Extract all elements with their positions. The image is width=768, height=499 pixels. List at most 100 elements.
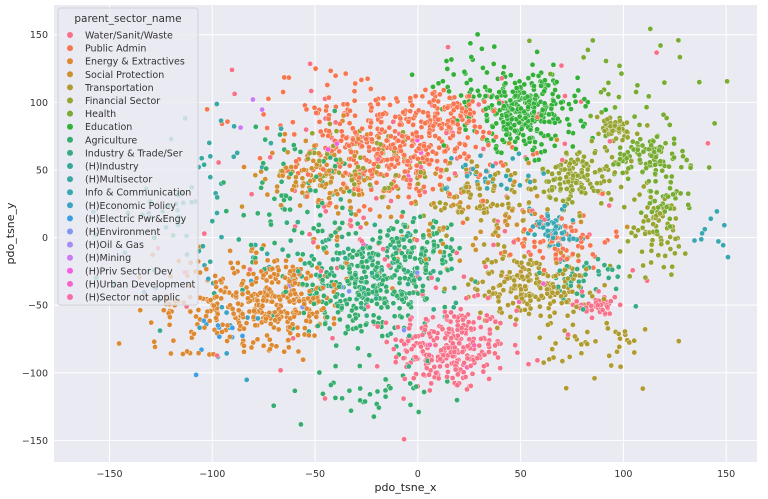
scatter-point — [454, 397, 460, 403]
scatter-point — [422, 120, 429, 126]
scatter-point — [300, 310, 307, 316]
scatter-point — [393, 235, 400, 242]
scatter-point — [367, 181, 373, 188]
scatter-point — [180, 351, 186, 357]
scatter-point — [307, 178, 314, 184]
legend-marker — [67, 45, 73, 52]
legend-entry: Energy & Extractives — [85, 57, 185, 68]
scatter-point — [454, 322, 461, 329]
scatter-point — [486, 270, 492, 277]
scatter-point — [332, 363, 339, 369]
scatter-point — [470, 319, 477, 326]
scatter-point — [465, 204, 472, 210]
scatter-point — [526, 38, 533, 44]
scatter-point — [491, 43, 498, 50]
scatter-point — [439, 326, 446, 332]
scatter-point — [430, 314, 436, 321]
scatter-point — [532, 210, 538, 217]
scatter-point — [622, 328, 628, 335]
scatter-point — [201, 230, 208, 237]
scatter-point — [490, 61, 497, 67]
y-tick-label: −50 — [28, 301, 48, 312]
scatter-point — [344, 323, 351, 330]
scatter-point — [357, 323, 364, 329]
scatter-point — [501, 103, 507, 109]
scatter-point — [384, 304, 391, 310]
scatter-point — [409, 102, 416, 109]
scatter-point — [336, 283, 342, 290]
scatter-point — [240, 212, 247, 218]
scatter-point — [570, 321, 576, 328]
scatter-point — [379, 126, 385, 133]
scatter-point — [560, 236, 567, 242]
scatter-point — [648, 188, 654, 195]
scatter-point — [421, 143, 427, 149]
scatter-point — [520, 209, 527, 215]
scatter-point — [348, 407, 354, 414]
scatter-point — [437, 249, 444, 255]
scatter-point — [440, 241, 446, 247]
scatter-point — [446, 325, 452, 332]
scatter-point — [443, 166, 450, 173]
scatter-point — [468, 86, 475, 93]
scatter-point — [497, 282, 504, 288]
scatter-point — [553, 79, 560, 85]
scatter-point — [422, 87, 429, 93]
scatter-point — [572, 272, 578, 279]
scatter-point — [493, 120, 500, 127]
scatter-point — [307, 187, 314, 193]
scatter-point — [613, 228, 620, 235]
scatter-point — [667, 179, 674, 185]
scatter-point — [324, 82, 331, 88]
scatter-point — [708, 215, 714, 222]
scatter-point — [263, 277, 270, 284]
scatter-point — [670, 191, 676, 198]
scatter-point — [287, 195, 293, 202]
scatter-point — [633, 89, 639, 95]
scatter-point — [326, 271, 333, 278]
scatter-point — [529, 61, 536, 68]
scatter-point — [358, 300, 364, 307]
scatter-point — [407, 177, 414, 183]
scatter-point — [268, 221, 274, 228]
scatter-point — [534, 357, 541, 364]
scatter-point — [272, 317, 278, 324]
scatter-point — [520, 243, 527, 250]
legend-entry: (H)Priv Sector Dev — [85, 266, 173, 277]
scatter-point — [339, 204, 346, 211]
scatter-point — [527, 126, 534, 133]
scatter-point — [292, 290, 299, 297]
scatter-point — [309, 281, 316, 288]
scatter-point — [450, 340, 456, 347]
scatter-point — [464, 134, 471, 141]
scatter-point — [519, 264, 526, 271]
scatter-point — [301, 325, 308, 331]
scatter-point — [633, 303, 639, 310]
scatter-point — [387, 330, 394, 337]
scatter-point — [311, 256, 317, 263]
scatter-point — [234, 150, 240, 156]
scatter-point — [601, 296, 607, 302]
scatter-point — [367, 206, 374, 213]
scatter-point — [589, 158, 595, 164]
scatter-point — [617, 335, 623, 342]
scatter-point — [558, 293, 564, 300]
scatter-point — [569, 199, 576, 206]
scatter-point — [509, 207, 516, 214]
scatter-point — [667, 215, 673, 222]
scatter-point — [269, 265, 276, 272]
scatter-point — [580, 123, 587, 130]
scatter-point — [495, 354, 501, 361]
scatter-point — [352, 112, 358, 119]
scatter-point — [264, 257, 271, 264]
scatter-point — [382, 256, 388, 263]
scatter-point — [349, 307, 355, 314]
scatter-point — [430, 248, 437, 255]
scatter-point — [361, 268, 368, 275]
scatter-point — [443, 130, 450, 136]
legend-entry: (H)Industry — [85, 162, 139, 173]
scatter-point — [490, 176, 497, 182]
scatter-point — [359, 143, 365, 149]
scatter-point — [534, 193, 540, 199]
scatter-point — [513, 146, 519, 152]
